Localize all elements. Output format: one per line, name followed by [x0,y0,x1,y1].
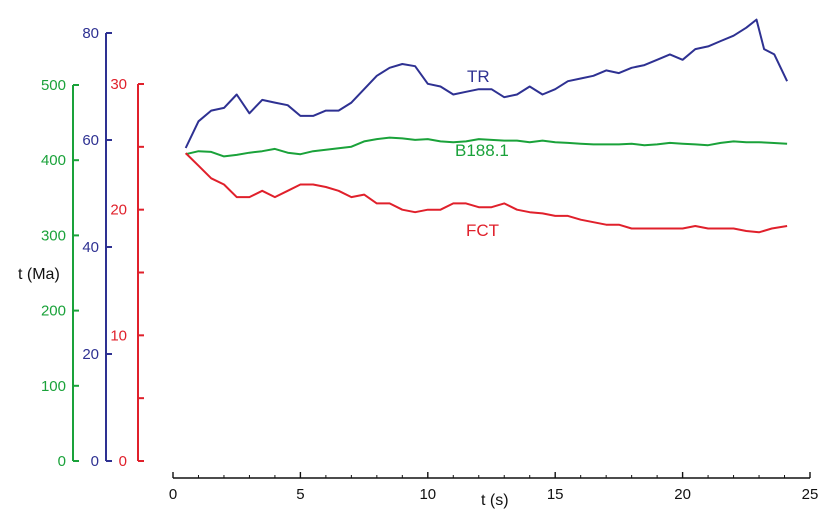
blue-y-tick-label: 60 [82,132,99,149]
series-line-fct [184,152,788,234]
x-tick-label: 5 [296,486,304,503]
green-y-tick-label: 0 [58,453,66,470]
labels-layer: TR B188.1 FCT [455,67,509,240]
blue-y-tick-label: 0 [91,453,99,470]
blue-y-tick-label: 80 [82,25,99,42]
x-tick-label: 15 [547,486,564,503]
green-y-tick-label: 300 [41,227,66,244]
red-y-tick-label: 10 [110,327,127,344]
series-line-tr [184,18,789,149]
x-axis-title: t (s) [481,492,509,509]
series-label-b188-1: B188.1 [455,141,509,160]
series-label-tr: TR [467,67,490,86]
blue-y-tick-label: 40 [82,239,99,256]
green-y-tick-label: 500 [41,77,66,94]
series-layer [184,18,789,234]
axes-layer: 0 5 10 15 20 25 0 100 200 300 400 500 0 20 40 60 80 0 10 20… [41,25,818,503]
y-axis-title: t (Ma) [18,266,60,283]
green-y-tick-label: 400 [41,152,66,169]
x-tick-label: 20 [674,486,691,503]
blue-y-tick-label: 20 [82,346,99,363]
red-y-tick-label: 30 [110,76,127,93]
series-label-fct: FCT [466,221,499,240]
series-line-b188-1 [185,136,788,158]
x-tick-label: 10 [419,486,436,503]
x-tick-label: 25 [802,486,819,503]
red-y-tick-label: 0 [119,453,127,470]
red-y-tick-label: 20 [110,202,127,219]
green-y-tick-label: 200 [41,303,66,320]
x-tick-label: 0 [169,486,177,503]
green-y-tick-label: 100 [41,378,66,395]
